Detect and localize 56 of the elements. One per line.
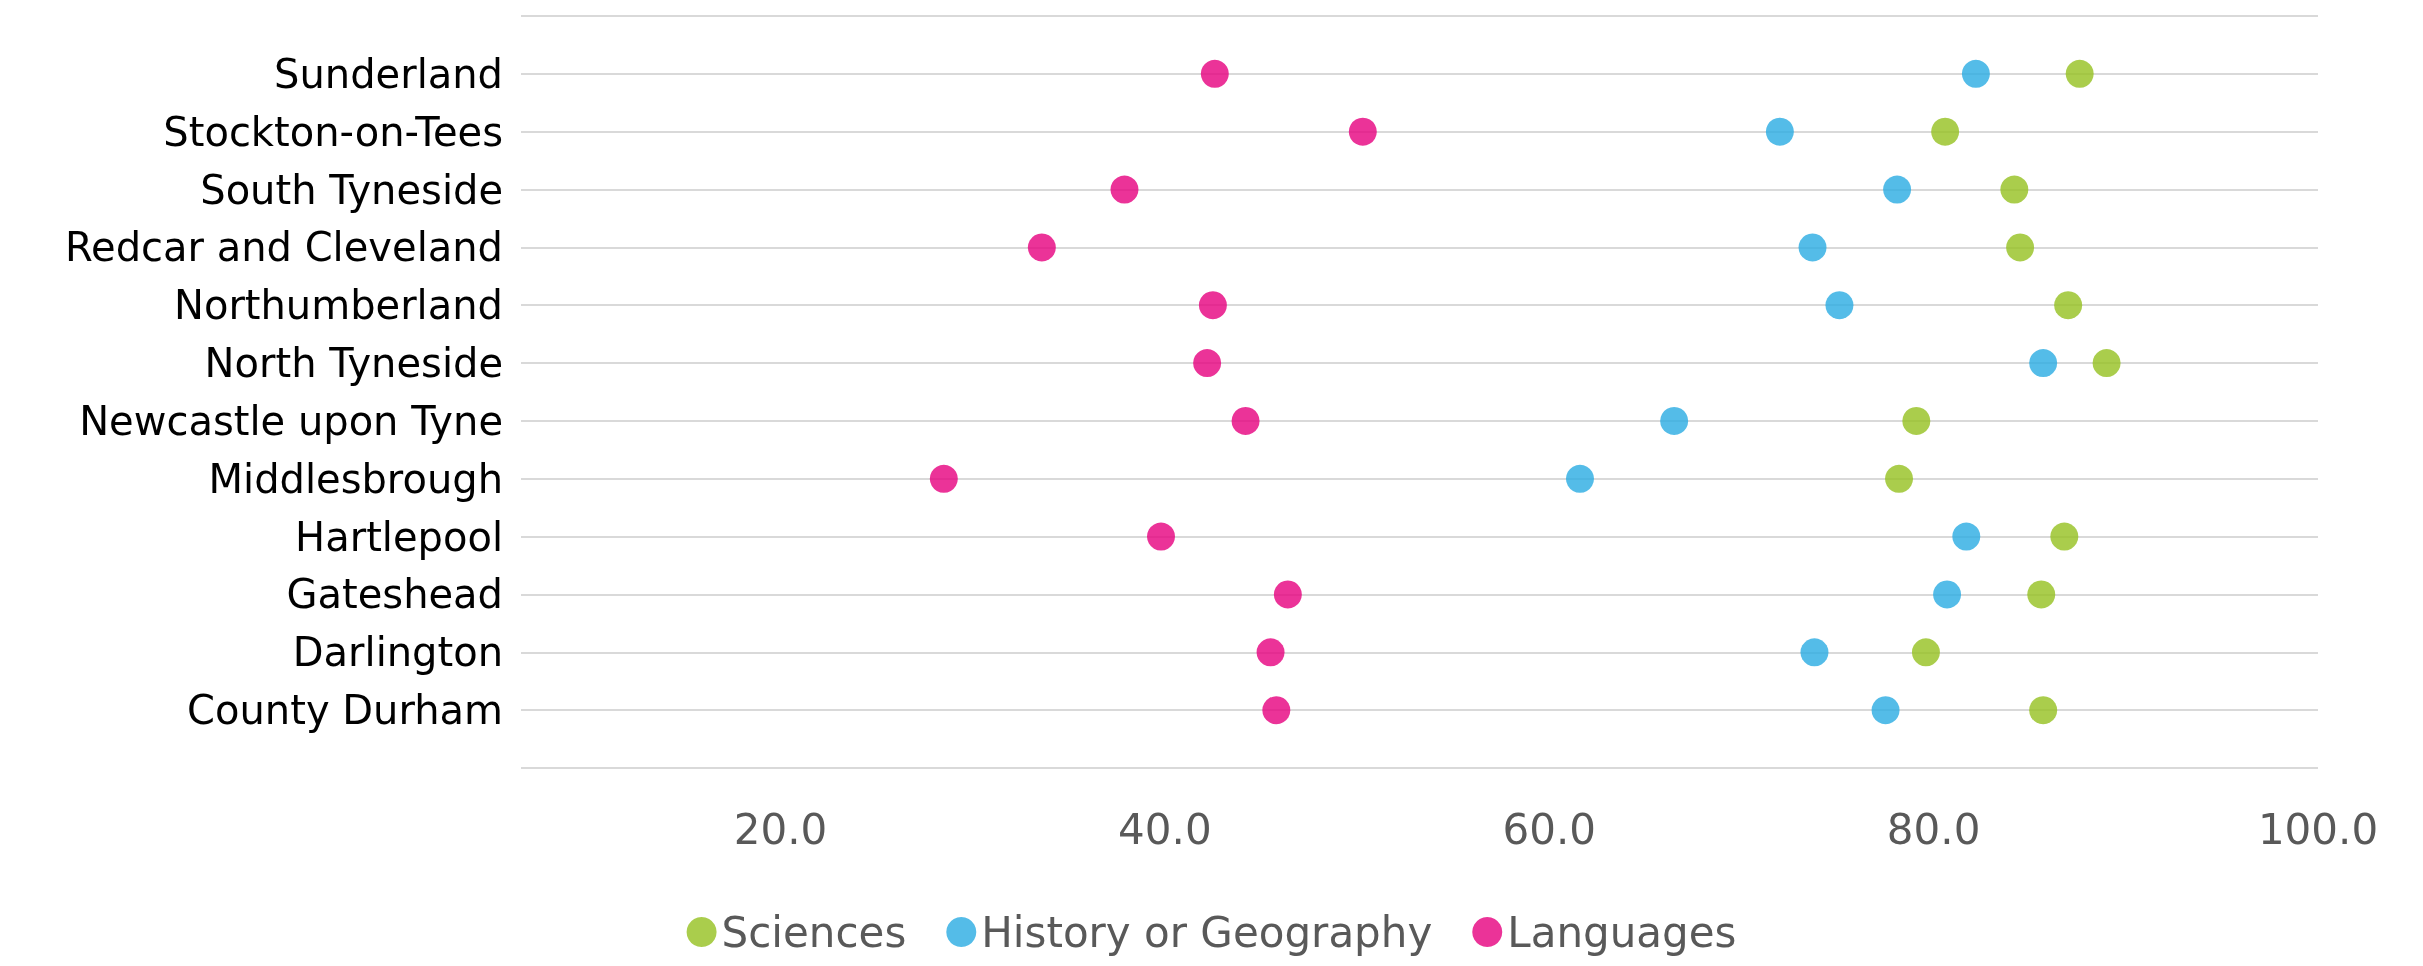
- point: [1660, 406, 1689, 435]
- point: [1931, 117, 1960, 146]
- point: [1871, 696, 1900, 725]
- point: [1193, 349, 1222, 378]
- y-tick-label: Middlesbrough: [208, 455, 503, 502]
- y-tick-label: Northumberland: [173, 282, 503, 329]
- point: [1883, 175, 1912, 204]
- y-tick-label: Darlington: [292, 629, 503, 676]
- point: [1961, 59, 1990, 88]
- point: [1952, 522, 1981, 551]
- x-tick-label: 20.0: [733, 804, 828, 854]
- y-tick-label: Stockton-on-Tees: [163, 108, 503, 155]
- point: [1933, 580, 1962, 609]
- point: [2000, 175, 2029, 204]
- point: [1027, 233, 1056, 262]
- point: [1911, 638, 1940, 667]
- legend-label: Sciences: [721, 907, 907, 957]
- point: [1147, 522, 1175, 551]
- point: [1800, 638, 1829, 667]
- point: [1262, 696, 1291, 725]
- point: [2065, 59, 2094, 88]
- point: [1273, 580, 1302, 609]
- point: [2092, 349, 2121, 378]
- point: [1198, 291, 1227, 320]
- y-tick-label: County Durham: [187, 687, 503, 734]
- y-tick-label: Gateshead: [286, 571, 503, 618]
- x-tick-label: 40.0: [1118, 804, 1212, 854]
- point: [1566, 464, 1594, 493]
- x-tick-label: 60.0: [1502, 804, 1596, 854]
- point: [2054, 291, 2083, 320]
- point: [2029, 349, 2058, 378]
- point: [1825, 291, 1854, 320]
- point: [1885, 464, 1914, 493]
- y-tick-label: Newcastle upon Tyne: [79, 397, 503, 444]
- y-tick-label: Redcar and Cleveland: [65, 224, 503, 271]
- y-tick-label: North Tyneside: [204, 340, 503, 387]
- point: [1231, 406, 1260, 435]
- legend-label: Languages: [1507, 907, 1737, 957]
- point: [2050, 522, 2079, 551]
- y-tick-label: South Tyneside: [200, 166, 503, 213]
- point: [2027, 580, 2056, 609]
- y-tick-label: Sunderland: [274, 50, 503, 97]
- point: [1110, 175, 1139, 204]
- x-tick-label: 100.0: [2257, 804, 2379, 854]
- point: [1256, 638, 1285, 667]
- point: [1765, 117, 1794, 146]
- point: [2029, 696, 2058, 725]
- point: [1200, 59, 1229, 88]
- point: [1798, 233, 1827, 262]
- point: [1348, 117, 1377, 146]
- point: [1902, 406, 1931, 435]
- point: [2006, 233, 2035, 262]
- point: [929, 464, 958, 493]
- legend-label: History or Geography: [981, 907, 1433, 957]
- x-tick-label: 80.0: [1886, 804, 1981, 854]
- y-tick-label: Hartlepool: [295, 513, 503, 560]
